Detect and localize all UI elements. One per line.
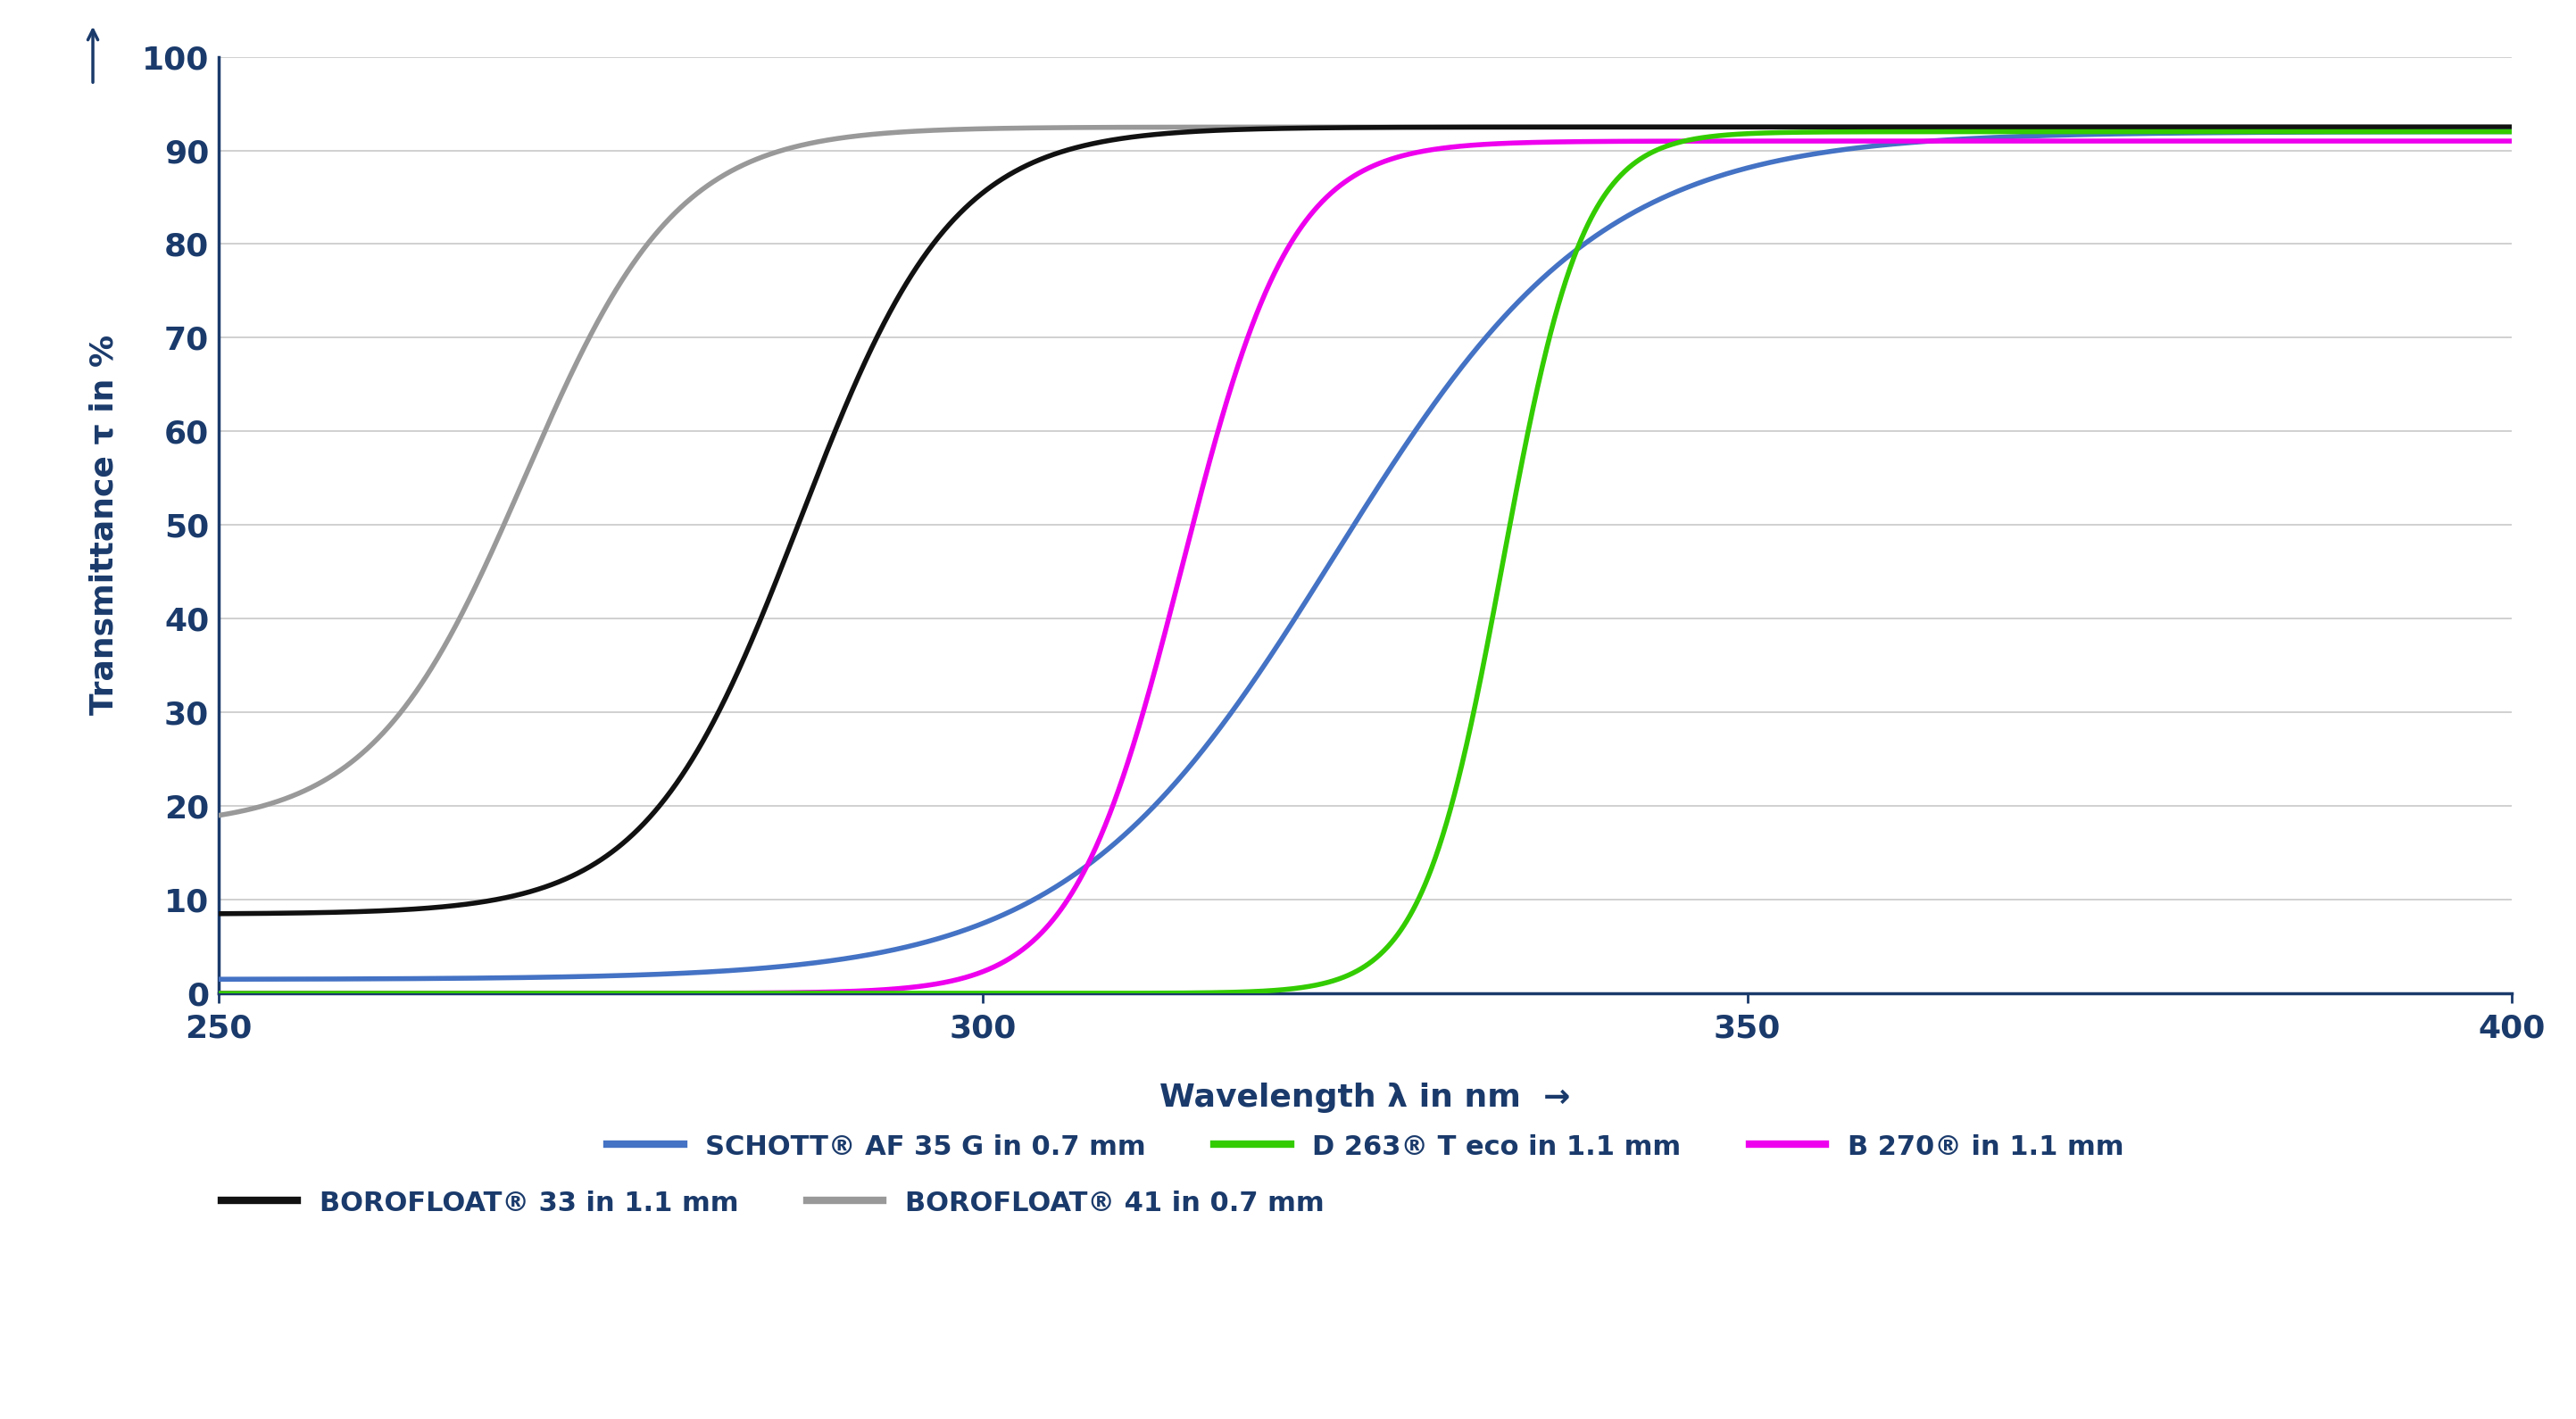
Y-axis label: Transmittance τ in %: Transmittance τ in % bbox=[90, 335, 118, 715]
Legend: BOROFLOAT® 33 in 1.1 mm, BOROFLOAT® 41 in 0.7 mm: BOROFLOAT® 33 in 1.1 mm, BOROFLOAT® 41 i… bbox=[222, 1189, 1324, 1216]
Text: Wavelength λ in nm  →: Wavelength λ in nm → bbox=[1159, 1083, 1571, 1112]
